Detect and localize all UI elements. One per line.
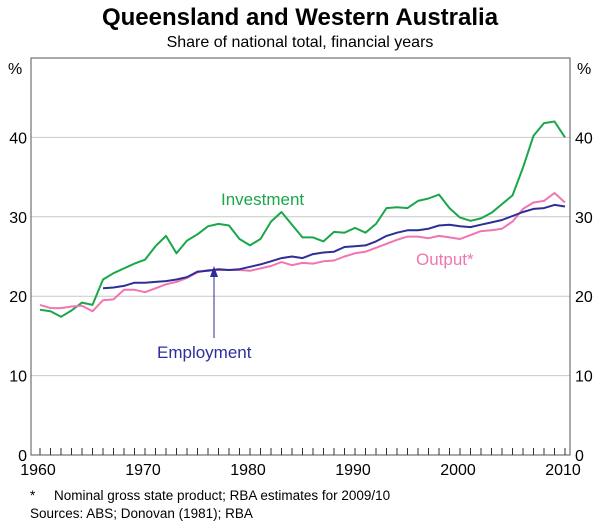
x-tick-label: 2000	[440, 462, 476, 479]
y-unit-right: %	[577, 61, 591, 78]
y-tick-label-left: 10	[9, 369, 27, 386]
employment-arrow	[210, 266, 218, 338]
series-line-employment	[102, 203, 566, 290]
y-tick-label-left: 30	[9, 210, 27, 227]
footnote-2: Sources: ABS; Donovan (1981); RBA	[30, 506, 253, 521]
x-tick-label: 1980	[230, 462, 266, 479]
y-tick-label-left: 40	[9, 130, 27, 147]
label-investment: Investment	[221, 190, 304, 209]
y-tick-label-right: 20	[575, 289, 593, 306]
y-tick-label-right: 10	[575, 369, 593, 386]
y-tick-label-right: 30	[575, 210, 593, 227]
y-unit-left: %	[8, 61, 22, 78]
x-tick-label: 1990	[335, 462, 371, 479]
series-line-investment	[39, 120, 566, 318]
label-output: Output*	[416, 250, 474, 269]
chart-subtitle: Share of national total, financial years	[167, 34, 434, 51]
y-tick-label-left: 20	[9, 289, 27, 306]
y-tick-label-right: 40	[575, 130, 593, 147]
label-employment: Employment	[157, 343, 252, 362]
y-tick-label-right: 0	[575, 448, 584, 465]
series-line-output	[39, 192, 566, 313]
plot-frame	[30, 57, 571, 456]
x-tick-label: 1960	[20, 462, 56, 479]
y-tick-label-left: 0	[18, 448, 27, 465]
chart-title: Queensland and Western Australia	[102, 4, 499, 31]
footnote-1: * Nominal gross state product; RBA estim…	[30, 488, 390, 503]
x-tick-label: 2010	[545, 462, 581, 479]
x-tick-label: 1970	[125, 462, 161, 479]
